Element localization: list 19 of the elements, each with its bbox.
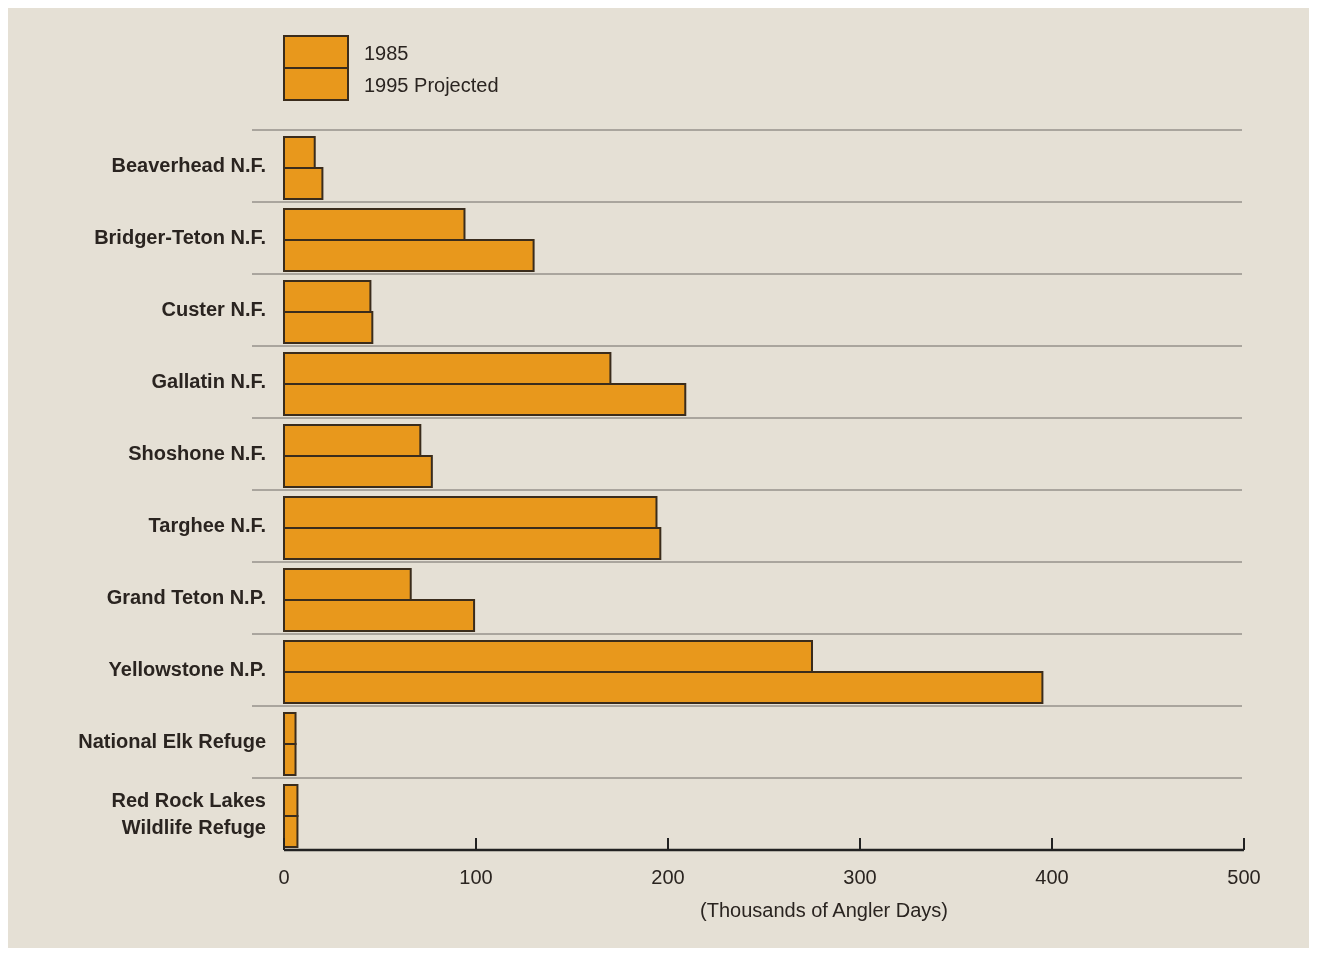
x-tick-label: 0: [278, 866, 290, 888]
y-tick-label: National Elk Refuge: [78, 730, 266, 752]
x-tick-label: 400: [1035, 866, 1069, 888]
x-tick-label: 200: [651, 866, 685, 888]
y-tick-label: Red Rock Lakes Wildlife Refuge: [111, 789, 266, 838]
x-axis-title: (Thousands of Angler Days): [700, 899, 948, 921]
x-tick-label: 500: [1227, 866, 1261, 888]
legend-label: 1985: [364, 42, 409, 64]
y-tick-label: Gallatin N.F.: [151, 370, 266, 392]
y-tick-label: Shoshone N.F.: [128, 442, 266, 464]
y-tick-label: Yellowstone N.P.: [108, 658, 266, 680]
y-tick-label: Beaverhead N.F.: [111, 154, 266, 176]
x-tick-label: 100: [459, 866, 493, 888]
y-tick-label: Targhee N.F.: [148, 514, 266, 536]
legend-label: 1995 Projected: [364, 74, 499, 96]
y-tick-label: Custer N.F.: [161, 298, 266, 320]
x-tick-label: 300: [843, 866, 877, 888]
y-tick-label: Grand Teton N.P.: [106, 586, 266, 608]
y-tick-label: Bridger-Teton N.F.: [94, 226, 266, 248]
